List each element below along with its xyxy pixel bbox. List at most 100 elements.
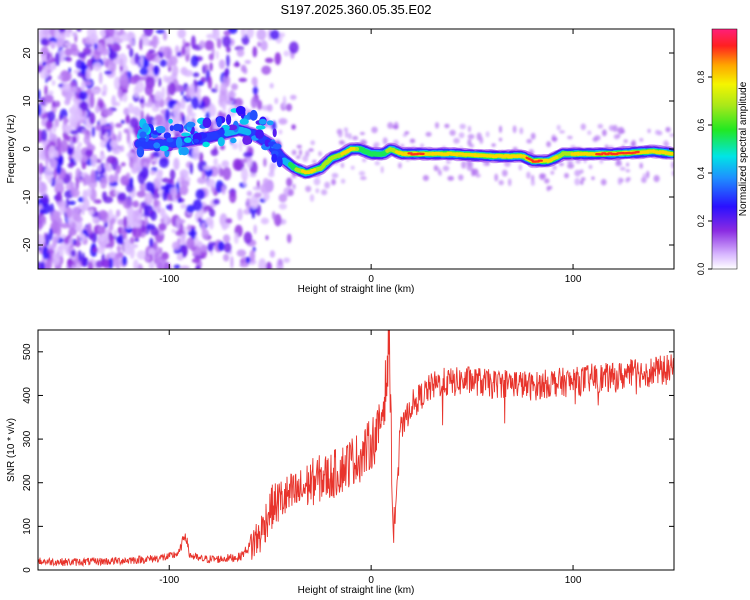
noise-speckle [191,35,196,49]
noise-speckle [150,210,157,221]
noise-speckle [269,29,280,40]
noise-speckle [564,172,569,179]
noise-speckle [159,59,168,67]
noise-speckle [153,241,158,248]
noise-speckle [89,112,96,125]
noise-speckle [626,162,630,167]
noise-speckle [642,173,648,180]
noise-speckle [197,240,203,248]
ridge-blob [183,137,192,143]
noise-speckle [86,66,91,81]
noise-speckle [422,175,429,181]
noise-speckle [207,242,214,252]
noise-speckle [48,37,58,42]
noise-speckle [653,175,660,183]
noise-speckle [233,97,244,107]
noise-speckle [205,111,211,120]
noise-speckle [442,165,450,172]
ridge-blob [168,118,173,124]
noise-speckle [228,29,238,34]
noise-speckle [65,31,71,38]
noise-speckle [358,171,366,176]
noise-speckle [198,40,206,49]
y-tick-label: 300 [22,430,33,447]
noise-speckle [82,129,86,135]
noise-speckle [397,162,402,169]
x-tick-label: 100 [565,575,582,586]
snr-frame [37,329,675,571]
noise-speckle [387,122,394,129]
noise-speckle [111,142,120,155]
noise-speckle [594,135,601,141]
noise-speckle [52,122,57,134]
noise-speckle [218,59,226,70]
ridge-blob [202,141,210,148]
noise-speckle [239,139,243,152]
noise-speckle [177,29,186,39]
noise-speckle [94,105,100,114]
noise-speckle [221,223,231,229]
colorbar-tick-label: 0.0 [696,263,706,276]
noise-speckle [263,191,270,201]
noise-speckle [274,52,282,65]
noise-speckle [113,229,118,238]
ridge-blob [255,125,266,130]
noise-speckle [151,35,158,49]
noise-speckle [217,241,225,252]
noise-speckle [312,159,317,164]
noise-speckle [180,233,186,245]
noise-speckle [58,49,66,63]
noise-speckle [491,143,496,147]
noise-speckle [433,165,439,172]
noise-speckle [623,139,628,144]
noise-speckle [50,247,53,262]
noise-speckle [50,41,56,50]
noise-speckle [195,188,206,200]
noise-speckle [264,180,274,193]
noise-speckle [127,103,134,114]
noise-speckle [240,29,246,38]
noise-speckle [269,82,274,89]
noise-speckle [209,104,217,117]
chart-title: S197.2025.360.05.35.E02 [280,2,431,17]
noise-speckle [458,132,465,139]
noise-speckle [161,252,169,261]
noise-speckle [100,139,107,149]
noise-speckle [154,90,163,102]
noise-speckle [60,139,69,153]
noise-speckle [198,152,204,162]
noise-speckle [102,56,108,63]
noise-speckle [507,178,512,187]
noise-speckle [315,188,320,194]
noise-speckle [117,53,128,67]
noise-speckle [200,244,208,252]
noise-speckle [269,250,276,258]
noise-speckle [111,95,117,107]
noise-speckle [179,185,189,196]
noise-speckle [425,131,432,137]
noise-speckle [236,48,245,58]
noise-speckle [113,37,124,44]
noise-speckle [382,137,388,145]
noise-speckle [580,123,586,131]
noise-speckle [229,90,237,99]
noise-speckle [279,32,286,38]
noise-speckle [87,222,92,235]
noise-speckle [290,94,297,100]
ridge-blob [159,145,169,152]
noise-speckle [80,231,85,244]
noise-speckle [548,185,553,190]
noise-speckle [171,229,176,234]
noise-speckle [86,188,92,197]
ridge-blob [137,147,142,156]
noise-speckle [131,222,141,228]
noise-speckle [98,102,104,109]
noise-speckle [39,70,49,80]
noise-speckle [256,29,267,41]
noise-speckle [292,183,296,191]
noise-speckle [221,160,230,168]
noise-speckle [131,154,139,163]
noise-speckle [51,80,56,86]
noise-speckle [338,130,343,138]
